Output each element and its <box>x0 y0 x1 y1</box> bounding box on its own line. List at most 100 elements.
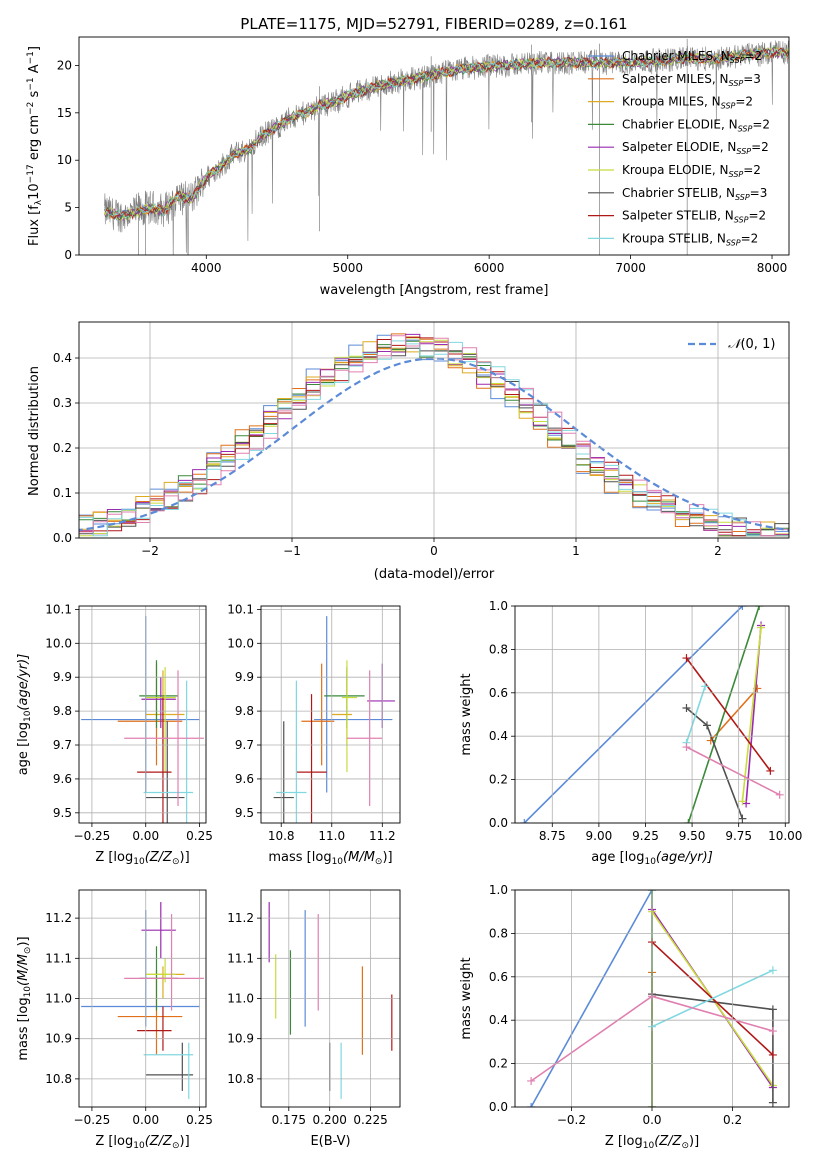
salpeter-stelib-histogram-step <box>79 336 789 537</box>
histogram-x-tick-label: 1 <box>572 544 580 558</box>
spectrum-x-tick-label: 4000 <box>191 261 222 275</box>
label-part: (M/M <box>16 954 31 986</box>
p3-y-tick-label: 9.8 <box>53 704 72 718</box>
label-part: ⊙ <box>172 1141 180 1151</box>
p5-x-tick-label: 10.00 <box>768 829 802 843</box>
pink-point-marker <box>768 1027 777 1036</box>
kroupa-stelib-series-line <box>685 686 706 743</box>
mass-vs-ebv-panel: 0.175 0.200 0.225 10.8 10.9 11.0 11.1 11.2 E(B-V… <box>227 889 401 1149</box>
p8-x-tick-label: −0.2 <box>557 1113 586 1127</box>
label-part: ⊙ <box>375 857 383 867</box>
p5-x-tick-label: 8.75 <box>539 829 566 843</box>
histogram-y-tick-label: 0.3 <box>53 396 72 410</box>
p4-y-tick-label: 9.6 <box>235 772 254 786</box>
legend-label-part: Chabrier MILES, N <box>622 49 730 63</box>
label-part: mass [log <box>268 850 331 865</box>
legend-label-part: =2 <box>751 140 769 154</box>
spectrum-x-tick-label: 8000 <box>757 261 788 275</box>
salpeter-stelib-point-marker <box>682 654 691 663</box>
histogram-ylabel: Normed distribution <box>27 366 42 496</box>
legend-label-part: Chabrier ELODIE, N <box>622 117 738 131</box>
chabrier-stelib-point-marker <box>738 814 747 823</box>
legend-label: Chabrier STELIB, NSSP=3 <box>622 186 767 202</box>
p6-y-tick-label: 10.9 <box>45 1032 72 1046</box>
p5-y-tick-label: 0.0 <box>489 816 508 830</box>
legend-label-part: SSP <box>730 56 745 65</box>
spectrum-y-tick-label: 20 <box>57 58 72 72</box>
p8-ylabel: mass weight <box>459 957 474 1039</box>
label-part: (Z/Z <box>145 850 173 865</box>
legend-label-part: =2 <box>735 95 753 109</box>
legend-label-part: =2 <box>748 209 766 223</box>
xlabel-label: age [log10(age/yr)] <box>591 850 713 867</box>
legend-label-part: =2 <box>744 49 762 63</box>
histogram-y-tick-label: 0.4 <box>53 351 72 365</box>
plot-area <box>520 606 784 823</box>
spectrum-y-tick-label: 15 <box>57 106 72 120</box>
label-part: 10 <box>133 1141 145 1151</box>
p5-y-tick-label: 1.0 <box>489 599 508 613</box>
spectrum-panel: 4000 5000 6000 7000 8000 0 5 10 15 20 Chabrier MIL… <box>57 36 790 275</box>
ylabel-label: mass [log10(M/M⊙)] <box>16 936 33 1060</box>
p8-y-tick-label: 0.6 <box>489 970 508 984</box>
legend-label: Salpeter MILES, NSSP=3 <box>622 72 761 88</box>
label-part: )] <box>382 850 392 865</box>
age-vs-mass-panel: 10.8 11.0 11.2 9.5 9.6 9.7 9.8 9.9 10.0 10.1 mass … <box>227 602 401 867</box>
label-part: Z [log <box>95 1134 133 1149</box>
histogram-axes <box>78 321 790 539</box>
legend-label-part: Kroupa ELODIE, N <box>622 163 729 177</box>
xlabel-label: Z [log10(Z/Z⊙)] <box>95 1134 189 1151</box>
legend-label-part: SSP <box>726 238 741 247</box>
p8-y-tick-label: 1.0 <box>489 883 508 897</box>
spectrum-axes <box>78 36 790 256</box>
p6-axes <box>78 889 207 1108</box>
legend-label-part: (0, 1) <box>740 337 775 352</box>
xlabel-label: Z [log10(Z/Z⊙)] <box>605 1134 699 1151</box>
legend-label: Kroupa ELODIE, NSSP=2 <box>622 163 761 179</box>
legend-label-part: SSP <box>738 124 753 133</box>
spectrum-y-tick-label: 0 <box>64 248 72 262</box>
kroupa-stelib-series-line <box>651 969 774 1028</box>
chabrier-elodie-point-marker <box>755 606 764 610</box>
plot-area <box>81 616 204 823</box>
legend-label: Kroupa STELIB, NSSP=2 <box>622 231 758 247</box>
legend-label-part: SSP <box>735 193 750 202</box>
p7-y-tick-label: 11.0 <box>227 992 254 1006</box>
p3-y-tick-label: 9.9 <box>53 670 72 684</box>
p3-x-tick-label: 0.25 <box>186 829 213 843</box>
histogram-y-tick-label: 0.0 <box>53 531 72 545</box>
kroupa-elodie-point-marker <box>757 623 766 632</box>
massweight-vs-z-panel: −0.2 0.0 0.2 0.0 0.2 0.4 0.6 0.8 1.0 Z [log10(Z/Z… <box>459 883 790 1151</box>
p3-y-tick-label: 10.0 <box>45 636 72 650</box>
p8-x-tick-label: 0.2 <box>723 1113 742 1127</box>
chabrier-stelib-point-marker <box>702 721 711 730</box>
p4-y-tick-label: 10.0 <box>227 636 254 650</box>
legend-label-part: SSP <box>729 170 744 179</box>
kroupa-elodie-point-marker <box>738 797 747 806</box>
label-part: ⊙ <box>23 947 33 955</box>
p7-x-tick-label: 0.200 <box>313 1113 347 1127</box>
xlabel-label: mass [log10(M/M⊙)] <box>268 850 392 867</box>
spectrum-xlabel: wavelength [Angstrom, rest frame] <box>320 283 549 298</box>
p8-y-tick-label: 0.8 <box>489 926 508 940</box>
label-part: 10 <box>23 986 33 998</box>
observed-spectrum-line <box>104 40 789 255</box>
legend-label-part: =2 <box>743 163 761 177</box>
kroupa-stelib-point-marker <box>701 682 710 691</box>
kroupa-stelib-point-marker <box>768 966 777 975</box>
kroupa-stelib-model-line <box>104 47 789 220</box>
label-part: 10 <box>644 857 656 867</box>
histogram-y-tick-label: 0.2 <box>53 441 72 455</box>
label-part: age [log <box>16 722 31 775</box>
pink-series-line <box>686 746 781 796</box>
label-part: )] <box>16 936 31 946</box>
label-part: Z [log <box>605 1134 643 1149</box>
p4-y-tick-label: 9.5 <box>235 806 254 820</box>
label-part: (M/M <box>343 850 375 865</box>
legend-label-part: =3 <box>750 186 768 200</box>
p8-axes <box>514 889 790 1108</box>
histogram-x-tick-label: −1 <box>283 544 301 558</box>
legend-label-part: Kroupa STELIB, N <box>622 231 726 245</box>
